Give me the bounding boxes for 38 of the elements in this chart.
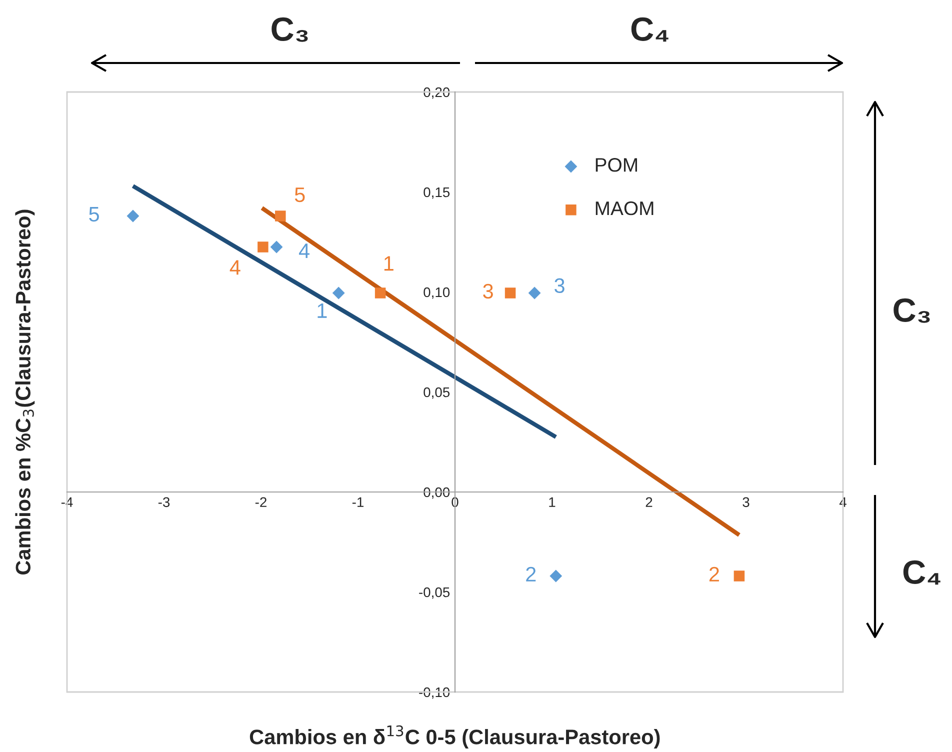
text: C₃: [894, 298, 930, 323]
point: [550, 570, 562, 582]
annotation: 5: [89, 207, 99, 222]
y-tick-label: 0,10: [424, 287, 450, 299]
x-tick-label: 3: [742, 497, 750, 508]
point: [275, 210, 286, 222]
x-tick-label: -1: [352, 497, 364, 507]
y-tick-label: 0,15: [424, 187, 450, 199]
text: C₃: [272, 17, 308, 42]
annotation: 2: [709, 566, 719, 582]
y-tick-label: 0,05: [424, 387, 450, 399]
annotation: 3: [483, 284, 493, 299]
legend-label: MAOM: [596, 201, 654, 216]
x-axis-title: Cambios en δ$^{13}$C 0-5 (Clausura-Pastoreo): [250, 725, 660, 748]
x-tick-label: 1: [549, 497, 556, 507]
annotation: 3: [554, 278, 564, 294]
x-tick-label: -3: [158, 497, 170, 508]
legend-label: POM: [596, 158, 637, 172]
x-tick-label: -2: [255, 497, 266, 507]
annotation: 2: [526, 566, 536, 582]
annotation: 5: [294, 188, 305, 202]
point: [270, 240, 283, 254]
text: C₄: [631, 17, 668, 42]
point: [126, 210, 140, 222]
point: [528, 286, 541, 300]
text: C₄: [903, 560, 940, 585]
annotation: 1: [318, 304, 327, 318]
annotation: 4: [230, 260, 240, 275]
point: [504, 288, 516, 298]
y-axis-title: Cambios en %C$_{3}$(Clausura-Pastoreo): [15, 210, 35, 574]
point: [734, 570, 745, 582]
point: [332, 286, 345, 300]
annotation: 1: [384, 256, 394, 271]
annotation: 4: [298, 244, 310, 258]
point: [258, 242, 268, 252]
x-tick-label: 2: [646, 497, 652, 507]
y-tick-label: -0,05: [419, 587, 450, 599]
point: [374, 288, 386, 298]
